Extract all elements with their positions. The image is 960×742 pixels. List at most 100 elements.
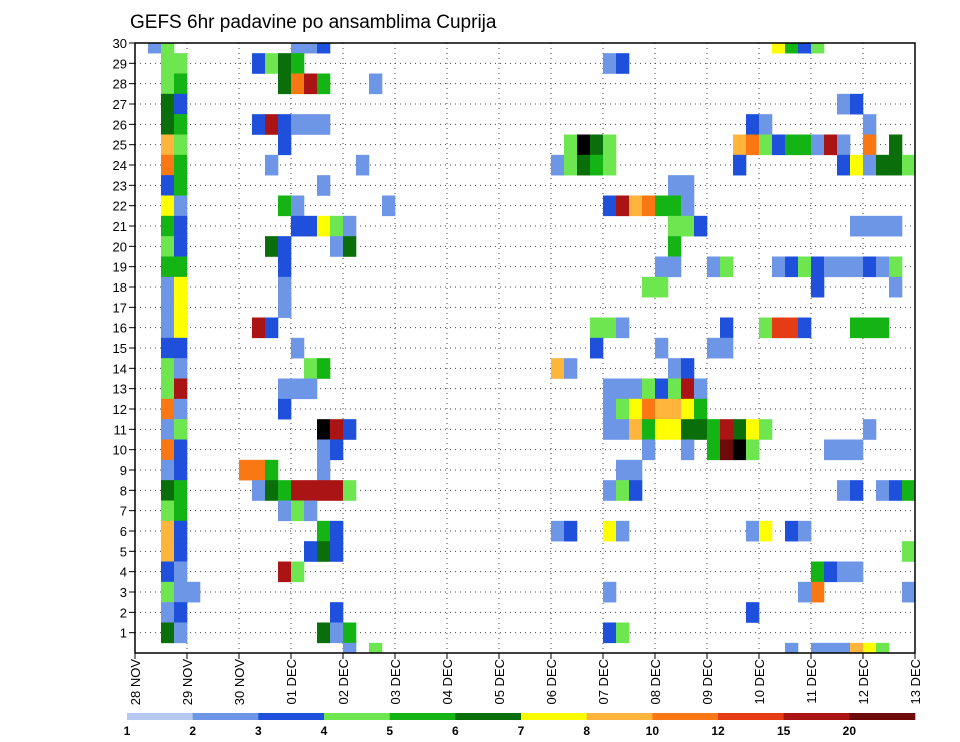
heatmap-cell	[304, 215, 318, 237]
heatmap-cell	[629, 378, 643, 400]
heatmap-cell	[785, 134, 799, 156]
heatmap-cell	[902, 154, 916, 176]
y-tick-label: 24	[113, 158, 127, 173]
heatmap-cell	[161, 256, 175, 278]
heatmap-cell	[746, 114, 760, 135]
heatmap-cell	[278, 236, 292, 257]
heatmap-cell	[291, 114, 305, 135]
heatmap-cell	[265, 114, 279, 135]
heatmap-cell	[668, 358, 682, 379]
heatmap-cell	[278, 561, 292, 583]
heatmap-cell	[291, 43, 305, 54]
heatmap-cell	[850, 317, 864, 339]
heatmap-cell	[551, 358, 565, 379]
heatmap-cell	[174, 73, 188, 95]
heatmap-cell	[161, 236, 175, 257]
heatmap-cell	[811, 642, 825, 654]
x-tick-label: 02 DEC	[336, 659, 351, 705]
heatmap-cell	[174, 419, 188, 440]
heatmap-cell	[655, 195, 669, 217]
heatmap-cell	[746, 602, 760, 623]
x-tick-label: 06 DEC	[544, 659, 559, 705]
heatmap-cell	[720, 256, 734, 278]
heatmap-cell	[317, 215, 331, 237]
heatmap-cell	[161, 398, 175, 420]
heatmap-cell	[668, 236, 682, 257]
heatmap-cell	[746, 439, 760, 461]
heatmap-cell	[161, 134, 175, 156]
heatmap-cell	[278, 276, 292, 298]
heatmap-cell	[811, 256, 825, 278]
legend-label: 1	[124, 724, 131, 738]
heatmap-cell	[668, 378, 682, 400]
heatmap-cell	[590, 154, 604, 176]
heatmap-cell	[356, 154, 370, 176]
heatmap-cell	[889, 480, 903, 501]
heatmap-cell	[681, 358, 695, 379]
heatmap-cell	[733, 154, 747, 176]
heatmap-cell	[161, 439, 175, 461]
heatmap-cell	[304, 378, 318, 400]
y-tick-label: 29	[113, 56, 127, 71]
legend-label: 20	[843, 724, 857, 738]
heatmap-cell	[187, 581, 201, 603]
y-tick-label: 27	[113, 97, 127, 112]
heatmap-cell	[564, 154, 578, 176]
y-tick-label: 15	[113, 341, 127, 356]
heatmap-cell	[174, 175, 188, 196]
y-tick-label: 8	[120, 483, 127, 498]
heatmap-cell	[863, 215, 877, 237]
heatmap-cell	[863, 114, 877, 135]
heatmap-cell	[174, 459, 188, 481]
heatmap-cell	[330, 236, 344, 257]
y-tick-label: 20	[113, 239, 127, 254]
y-tick-label: 1	[120, 626, 127, 641]
legend-label: 15	[777, 724, 791, 738]
heatmap-cell	[772, 134, 786, 156]
heatmap-cell	[317, 175, 331, 196]
heatmap-cell	[850, 439, 864, 461]
heatmap-cell	[330, 439, 344, 461]
heatmap-cell	[174, 337, 188, 359]
heatmap-cell	[174, 195, 188, 217]
x-tick-label: 10 DEC	[752, 659, 767, 705]
heatmap-cell	[707, 439, 721, 461]
y-axis-ticks: 1234567891011121314151617181920212223242…	[113, 36, 135, 641]
heatmap-cell	[603, 195, 617, 217]
legend-label: 4	[321, 724, 328, 738]
heatmap-cell	[681, 398, 695, 420]
heatmap-cell	[304, 43, 318, 54]
heatmap-cell	[343, 215, 357, 237]
heatmap-cell	[772, 317, 786, 339]
heatmap-cell	[291, 561, 305, 583]
heatmap-cell	[668, 256, 682, 278]
heatmap-cell	[681, 439, 695, 461]
heatmap-cell	[317, 114, 331, 135]
heatmap-cell	[174, 602, 188, 623]
heatmap-cell	[278, 114, 292, 135]
heatmap-cell	[629, 398, 643, 420]
heatmap-cell	[317, 459, 331, 481]
heatmap-cell	[564, 520, 578, 542]
heatmap-cell	[577, 134, 591, 156]
y-tick-label: 7	[120, 504, 127, 519]
heatmap-cell	[330, 480, 344, 501]
legend-label: 8	[583, 724, 590, 738]
heatmap-cell	[746, 419, 760, 440]
y-tick-label: 11	[114, 422, 128, 437]
heatmap-cell	[616, 53, 630, 74]
heatmap-cell	[161, 276, 175, 298]
heatmap-cell	[785, 642, 799, 654]
heatmap-cell	[655, 398, 669, 420]
heatmap-cell	[759, 134, 773, 156]
legend-swatch	[258, 713, 325, 720]
heatmap-cell	[148, 43, 162, 54]
heatmap-cell	[863, 134, 877, 156]
heatmap-cell	[278, 73, 292, 95]
heatmap-cell	[785, 43, 799, 54]
heatmap-cell	[161, 419, 175, 440]
heatmap-cell	[603, 398, 617, 420]
heatmap-cell	[382, 195, 396, 217]
heatmap-cell	[642, 276, 656, 298]
heatmap-cell	[876, 154, 890, 176]
